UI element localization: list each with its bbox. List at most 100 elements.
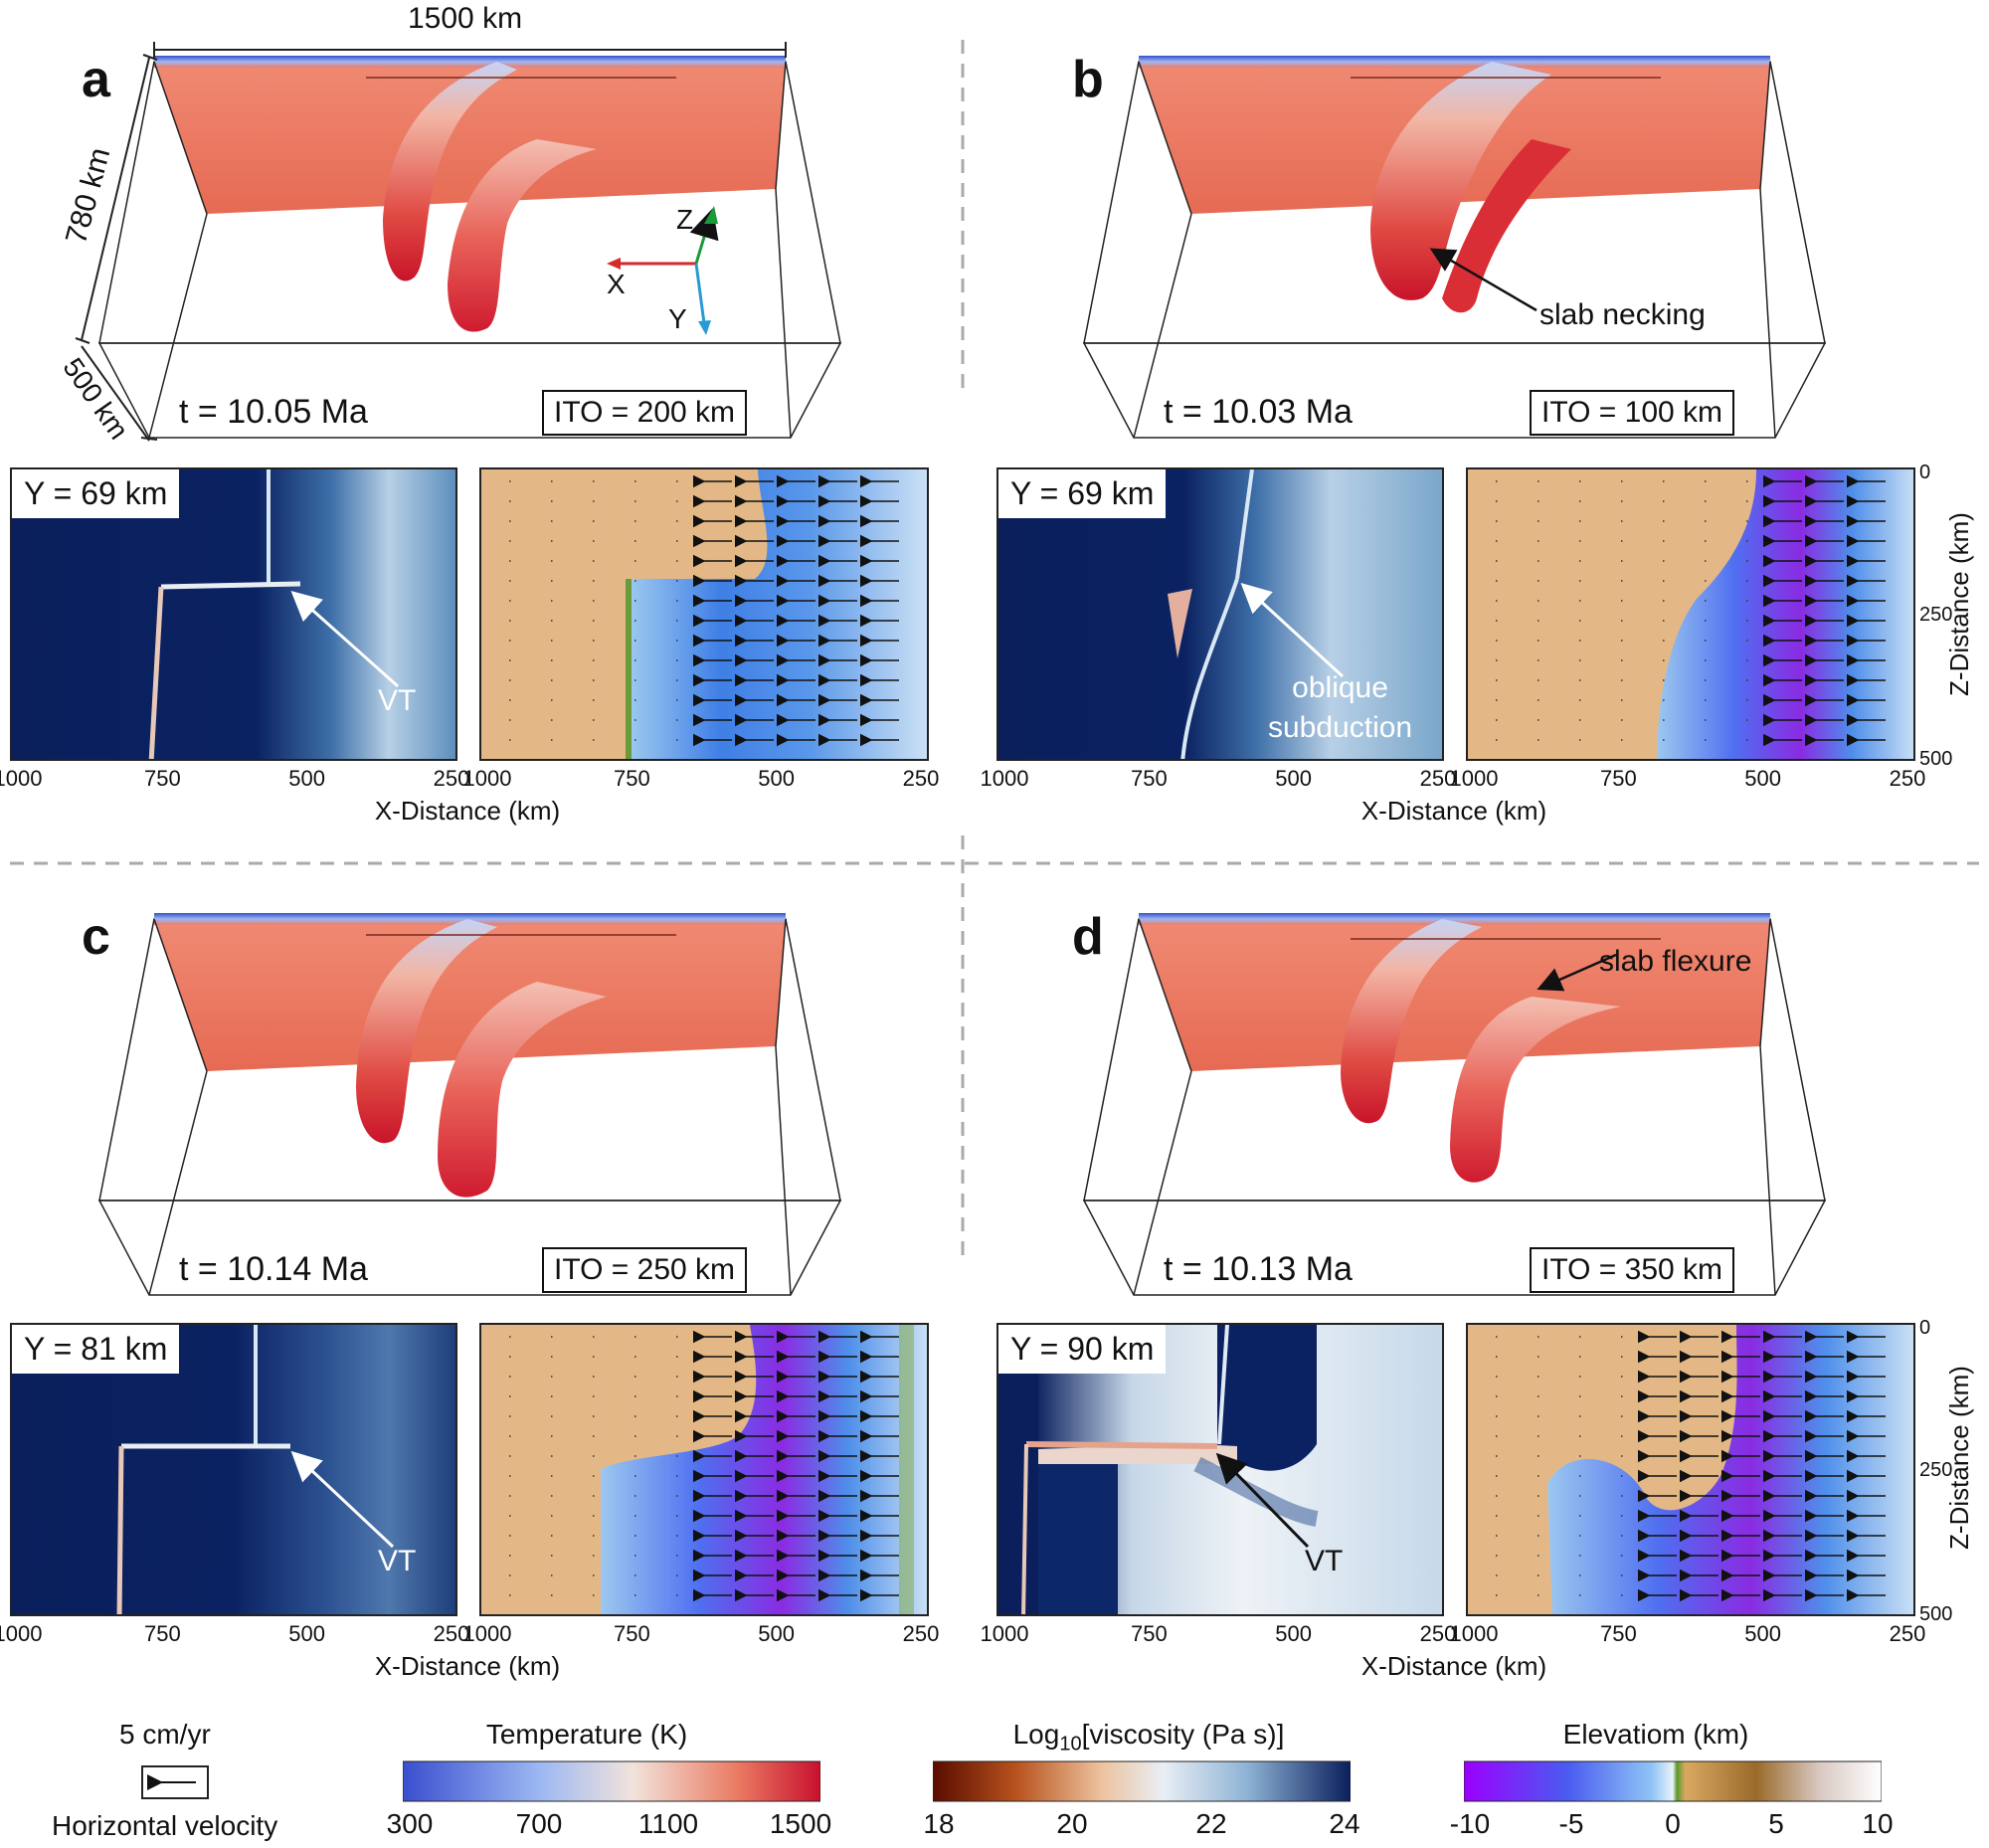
x-tick-c-0-3: 250 (433, 1621, 470, 1646)
x-tick-d-1-3: 250 (1889, 1621, 1926, 1646)
slice-label-a: Y = 69 km (12, 469, 180, 518)
x-tick-a-1-2: 500 (758, 766, 796, 791)
vt-label-c: VT (378, 1545, 417, 1577)
x-tick-a-0-1: 750 (143, 766, 181, 791)
x-tick-d-0-1: 750 (1130, 1621, 1168, 1646)
z-distance-title-bottom: Z-Distance (km) (1943, 1366, 1974, 1550)
x-tick-c-1-1: 750 (613, 1621, 650, 1646)
ito-box-d: ITO = 350 km (1530, 1247, 1735, 1293)
viscosity-colorbar (933, 1760, 1351, 1802)
axes-triad (607, 206, 719, 335)
viscosity-title: Log10[viscosity (Pa s)] (1012, 1719, 1285, 1756)
x-tick-d-0-2: 500 (1275, 1621, 1313, 1646)
time-label-b: t = 10.03 Ma (1164, 393, 1353, 431)
panel-letter-d: d (1072, 908, 1104, 966)
axis-z-label: Z (676, 204, 694, 235)
z-tick-top-0: 0 (1919, 462, 1931, 483)
elev-tick-neg10: -10 (1449, 1808, 1491, 1839)
velocity-title: Horizontal velocity (52, 1810, 278, 1841)
x-tick-a-1-1: 750 (613, 766, 650, 791)
z-tick-bottom-0: 0 (1919, 1317, 1931, 1339)
panel-b-3d (975, 0, 1989, 448)
x-tick-d-0-0: 1000 (980, 1621, 1029, 1646)
x-tick-b-1-0: 1000 (1449, 766, 1499, 791)
x-tick-d-1-0: 1000 (1449, 1621, 1499, 1646)
x-tick-d-1-1: 750 (1599, 1621, 1637, 1646)
elevation-colorbar (1464, 1760, 1882, 1802)
elevation-title: Elevatiom (km) (1562, 1719, 1749, 1750)
x-distance-title-d: X-Distance (km) (1360, 1651, 1547, 1681)
slab-flexure-arrow (1537, 953, 1617, 992)
panel-c-3d-model (97, 913, 842, 1296)
vt-arrow-a (290, 591, 399, 688)
panel-letter-c: c (82, 908, 110, 966)
slab-flexure-label: slab flexure (1599, 945, 1752, 978)
z-tick-bottom-250: 250 (1919, 1459, 1953, 1481)
x-tick-a-0-3: 250 (433, 766, 470, 791)
time-label-a: t = 10.05 Ma (179, 393, 368, 431)
x-tick-d-1-2: 500 (1744, 1621, 1782, 1646)
x-distance-title-a: X-Distance (km) (374, 796, 561, 826)
temp-tick-700: 700 (515, 1808, 563, 1839)
x-tick-b-1-1: 750 (1599, 766, 1637, 791)
oblique-arrow-b (1240, 582, 1345, 678)
elev-tick-10: 10 (1862, 1808, 1894, 1839)
width-label: 1500 km (408, 2, 523, 35)
time-label-c: t = 10.14 Ma (179, 1250, 368, 1288)
time-label-d: t = 10.13 Ma (1164, 1250, 1353, 1288)
velocity-scale-label: 5 cm/yr (119, 1719, 211, 1750)
ito-box-b: ITO = 100 km (1530, 390, 1735, 436)
temp-tick-1500: 1500 (769, 1808, 832, 1839)
panel-c-3d (0, 857, 975, 1305)
vt-label-a: VT (378, 684, 417, 717)
panel-letter-a: a (82, 51, 110, 108)
temperature-title: Temperature (K) (485, 1719, 688, 1750)
x-tick-a-1-0: 1000 (462, 766, 512, 791)
x-tick-b-0-0: 1000 (980, 766, 1029, 791)
x-tick-a-1-3: 250 (902, 766, 940, 791)
vt-arrow-d (1215, 1452, 1310, 1549)
x-tick-c-1-0: 1000 (462, 1621, 512, 1646)
x-tick-b-0-2: 500 (1275, 766, 1313, 791)
x-tick-a-0-2: 500 (288, 766, 326, 791)
elev-tick-0: 0 (1665, 1808, 1681, 1839)
slab-necking-label: slab necking (1539, 298, 1706, 331)
z-tick-top-250: 250 (1919, 604, 1953, 626)
temp-tick-1100: 1100 (637, 1808, 699, 1839)
ito-box-c: ITO = 250 km (542, 1247, 748, 1293)
x-tick-b-1-3: 250 (1889, 766, 1926, 791)
vt-arrow-c (290, 1450, 395, 1549)
slab-necking-arrow (1429, 248, 1537, 312)
temp-tick-300: 300 (386, 1808, 434, 1839)
oblique-label-b: oblique subduction (1268, 671, 1413, 744)
visc-tick-20: 20 (1056, 1808, 1088, 1839)
axis-x-label: X (607, 269, 626, 299)
x-tick-c-0-2: 500 (288, 1621, 326, 1646)
panel-letter-b: b (1072, 51, 1104, 108)
visc-tick-22: 22 (1195, 1808, 1227, 1839)
viscosity-map-d-features (998, 1325, 1319, 1614)
panel-a-3d (0, 0, 975, 448)
slice-label-d: Y = 90 km (998, 1325, 1167, 1374)
velocity-scale-box (141, 1765, 209, 1799)
x-distance-title-c: X-Distance (km) (374, 1651, 561, 1681)
x-tick-b-0-1: 750 (1130, 766, 1168, 791)
x-tick-c-1-3: 250 (902, 1621, 940, 1646)
elev-tick-5: 5 (1768, 1808, 1784, 1839)
x-tick-a-0-0: 1000 (0, 766, 43, 791)
x-distance-title-b: X-Distance (km) (1360, 796, 1547, 826)
z-tick-top-500: 500 (1919, 748, 1953, 770)
ito-box-a: ITO = 200 km (542, 390, 748, 436)
visc-tick-24: 24 (1329, 1808, 1360, 1839)
dimension-lines (75, 42, 787, 442)
visc-tick-18: 18 (923, 1808, 955, 1839)
x-tick-c-0-0: 1000 (0, 1621, 43, 1646)
z-tick-bottom-500: 500 (1919, 1603, 1953, 1625)
x-tick-c-1-2: 500 (758, 1621, 796, 1646)
viscosity-map-a-features (148, 469, 301, 759)
axis-y-label: Y (668, 303, 687, 334)
slice-label-c: Y = 81 km (12, 1325, 180, 1374)
elev-tick-neg5: -5 (1558, 1808, 1584, 1839)
